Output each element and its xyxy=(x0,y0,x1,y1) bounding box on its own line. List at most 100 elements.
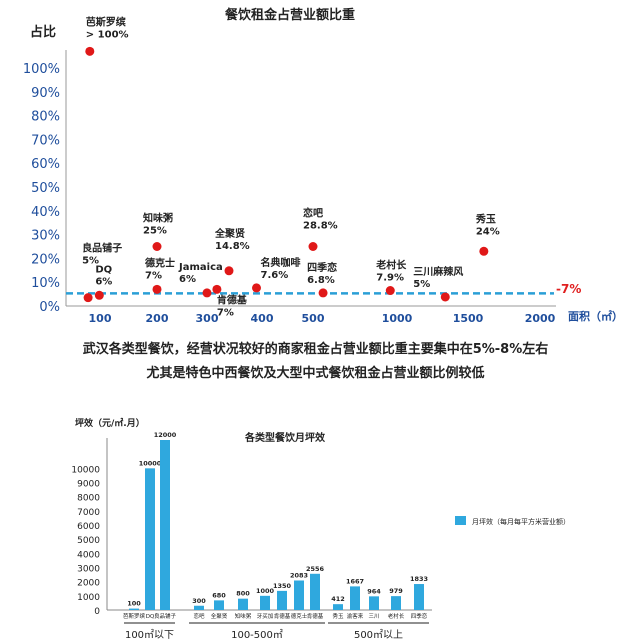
bar-y-tick-label: 5000 xyxy=(77,536,100,546)
bar-value-label: 12000 xyxy=(154,431,177,439)
bar-y-tick-label: 3000 xyxy=(77,565,100,575)
caption-line-2: 尤其是特色中西餐饮及大型中式餐饮租金占营业额比例较低 xyxy=(146,366,485,381)
bar-value-label: 1350 xyxy=(273,582,292,590)
point-name-label: 四季恋 xyxy=(307,261,337,274)
point-name-label: 三川麻辣风 xyxy=(413,265,463,278)
point-name-label: 德克士 xyxy=(144,256,175,269)
bar-value-label: 1667 xyxy=(346,577,364,585)
y-tick-label: 0% xyxy=(39,300,60,315)
point-value-label: > 100% xyxy=(86,29,129,40)
y-tick-label: 100% xyxy=(23,62,60,77)
y-tick-label: 20% xyxy=(31,252,60,267)
bar-category-label: 肯德基 xyxy=(307,612,324,620)
point-name-label: 知味粥 xyxy=(142,212,173,225)
group-label: 500㎡以上 xyxy=(354,629,403,641)
bar-category-label: 渝客来 xyxy=(347,612,364,620)
bar-y-tick-label: 0 xyxy=(94,607,100,617)
point-value-label: 7% xyxy=(145,270,162,281)
point-value-label: 5% xyxy=(82,256,99,267)
x-tick-label: 500 xyxy=(302,312,325,325)
bar-category-label: 知味粥 xyxy=(235,612,252,620)
bar-value-label: 979 xyxy=(389,587,403,595)
bar-category-label: 肯德基 xyxy=(274,612,291,620)
point-value-label: 5% xyxy=(413,279,430,290)
point-name-label: Jamaica xyxy=(178,262,223,273)
bar-value-label: 680 xyxy=(212,591,226,599)
bar xyxy=(369,596,379,610)
bar xyxy=(414,584,424,610)
scatter-chart: 餐饮租金占营业额比重 占比 面积（㎡） -7% 0% 10% 20% 30% 40% 50… xyxy=(23,7,623,325)
bar-value-label: 1833 xyxy=(410,575,428,583)
bar-y-tick-label: 8000 xyxy=(77,494,100,504)
scatter-point xyxy=(212,284,222,294)
bar-chart: 坪效（元/㎡.月） 各类型餐饮月坪效 月坪效（每月每平方米营业额） 0 1000 2… xyxy=(71,417,570,641)
y-tick-label: 40% xyxy=(31,205,60,220)
x-tick-label: 1500 xyxy=(453,312,484,325)
scatter-point xyxy=(385,286,395,296)
reference-line-label: -7% xyxy=(556,282,581,296)
bar xyxy=(277,590,287,610)
scatter-xlabel: 面积（㎡） xyxy=(568,309,623,323)
group-label: 100㎡以下 xyxy=(125,629,174,641)
point-value-label: 14.8% xyxy=(215,241,250,252)
caption-panel: 武汉各类型餐饮，经营状况较好的商家租金占营业额比重主要集中在5%-8%左右 尤其… xyxy=(0,330,631,404)
point-value-label: 6% xyxy=(95,276,112,287)
point-value-label: 7.6% xyxy=(261,270,289,281)
bar-category-label: 德克士 xyxy=(291,612,308,620)
point-name-label: 秀玉 xyxy=(475,212,496,225)
bar xyxy=(294,580,304,610)
point-value-label: 6.8% xyxy=(307,275,335,286)
point-value-label: 28.8% xyxy=(303,221,338,232)
scatter-point xyxy=(318,288,328,298)
y-tick-label: 80% xyxy=(31,110,60,125)
bar xyxy=(214,600,224,610)
bar-category-label: DQ xyxy=(146,614,155,620)
bar xyxy=(333,604,343,610)
bar-y-tick-label: 10000 xyxy=(71,465,100,475)
bar-y-tick-label: 4000 xyxy=(77,550,100,560)
point-name-label: 肯德基 xyxy=(217,293,248,306)
legend-swatch xyxy=(455,516,466,525)
scatter-point xyxy=(202,288,212,298)
bar-ylabel: 坪效（元/㎡.月） xyxy=(75,417,145,429)
bar-category-label: 牙买加 xyxy=(257,612,274,620)
group-label: 100-500㎡ xyxy=(231,629,283,641)
scatter-title: 餐饮租金占营业额比重 xyxy=(224,7,355,23)
point-value-label: 25% xyxy=(143,226,167,237)
bar-value-label: 1000 xyxy=(256,587,275,595)
x-tick-label: 300 xyxy=(196,312,219,325)
x-tick-label: 100 xyxy=(89,312,112,325)
scatter-point xyxy=(94,290,104,300)
scatter-point xyxy=(85,46,95,56)
bar-y-tick-label: 6000 xyxy=(77,522,100,532)
bar xyxy=(160,440,170,610)
point-name-label: 良品铺子 xyxy=(82,242,122,255)
bar-category-label: 芭斯罗缤 xyxy=(123,612,146,620)
point-name-label: 名典咖啡 xyxy=(261,256,301,269)
scatter-point xyxy=(152,242,162,251)
x-tick-label: 1000 xyxy=(382,312,413,325)
bar-category-label: 三川 xyxy=(368,613,379,620)
y-tick-label: 70% xyxy=(31,133,60,148)
bar-value-label: 100 xyxy=(127,600,141,608)
y-tick-label: 60% xyxy=(31,157,60,172)
bar xyxy=(350,586,360,610)
bar xyxy=(145,468,155,610)
scatter-point xyxy=(440,292,450,302)
scatter-point xyxy=(224,266,234,276)
bar-category-label: 良品铺子 xyxy=(154,612,177,620)
bar-category-label: 秀玉 xyxy=(332,612,344,620)
bar-value-label: 2083 xyxy=(290,571,308,579)
bar-y-tick-label: 7000 xyxy=(77,508,100,518)
legend-text: 月坪效（每月每平方米营业额） xyxy=(472,517,570,526)
bar-category-label: 老村长 xyxy=(388,612,405,620)
bar xyxy=(260,595,270,610)
bar-value-label: 10000 xyxy=(139,459,162,467)
point-name-label: 芭斯罗缤 xyxy=(86,15,126,28)
bar-category-label: 四季恋 xyxy=(411,612,428,620)
point-value-label: 6% xyxy=(179,274,196,285)
point-value-label: 7.9% xyxy=(376,273,404,284)
point-value-label: 24% xyxy=(476,226,500,237)
bar-y-tick-label: 2000 xyxy=(77,579,100,589)
point-name-label: 全聚贤 xyxy=(214,227,246,240)
